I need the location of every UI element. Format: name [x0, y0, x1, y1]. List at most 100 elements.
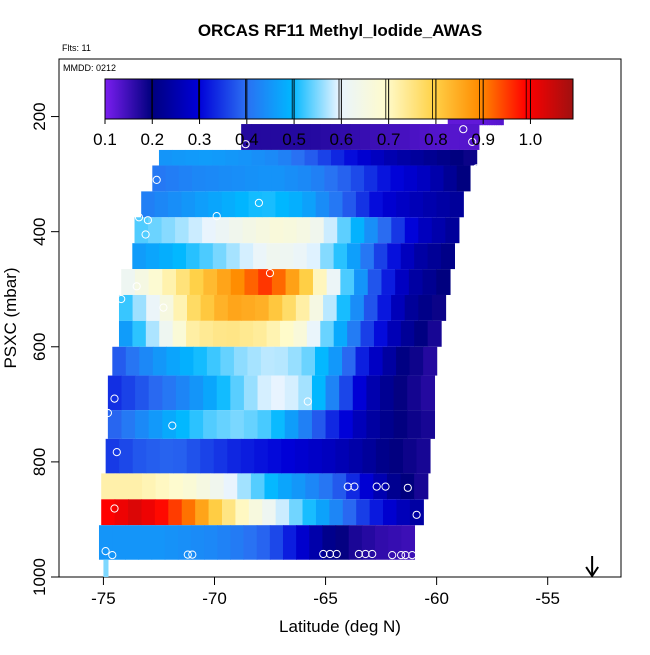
heatmap-cell: [182, 473, 198, 500]
heatmap-cell: [320, 320, 335, 347]
heatmap-cell: [318, 473, 334, 500]
heatmap-cell: [459, 124, 470, 150]
heatmap-cell: [362, 438, 377, 474]
heatmap-cell: [350, 165, 365, 192]
heatmap-cell: [414, 243, 429, 270]
heatmap-cell: [211, 149, 226, 166]
heatmap-cell: [361, 525, 376, 560]
heatmap-cell: [166, 346, 181, 376]
heatmap-cell: [463, 149, 478, 166]
heatmap-cell: [181, 191, 196, 218]
heatmap-cell: [347, 243, 362, 270]
heatmap-cell: [142, 473, 157, 500]
heatmap-cell: [208, 191, 223, 218]
x-tick-label: -65: [313, 589, 338, 608]
heatmap-cell: [439, 124, 450, 150]
heatmap-cell: [330, 124, 341, 150]
heatmap-cell: [262, 499, 277, 526]
heatmap-cell: [260, 124, 272, 150]
heatmap-cell: [323, 294, 338, 321]
heatmap-cell: [242, 217, 257, 244]
heatmap-cell: [168, 191, 183, 218]
heatmap-cell: [300, 124, 312, 150]
heatmap-cell: [431, 217, 446, 244]
heatmap-cell: [333, 243, 348, 270]
heatmap-cell: [323, 217, 338, 244]
heatmap-cell: [248, 499, 263, 526]
heatmap-cell: [269, 217, 284, 244]
heatmap-cell: [258, 269, 273, 295]
heatmap-cell: [125, 525, 140, 560]
heatmap-cell: [410, 149, 425, 166]
sample-marker: [477, 185, 486, 194]
heatmap-cell: [298, 375, 313, 411]
heatmap-cell: [427, 320, 442, 347]
heatmap-cell: [418, 294, 433, 321]
heatmap-cell: [164, 525, 179, 560]
heatmap-cell: [146, 438, 161, 474]
heatmap-cell: [379, 410, 395, 439]
heatmap-cell: [264, 149, 279, 166]
heatmap-cell: [342, 346, 357, 376]
heatmap-cell: [309, 294, 324, 321]
sample-marker: [112, 448, 121, 457]
heatmap-cell: [284, 410, 299, 439]
colorbar-tick-label: 0.1: [93, 130, 117, 149]
heatmap-cell: [352, 410, 367, 439]
heatmap-cell: [282, 525, 297, 560]
heatmap-cell: [128, 499, 143, 526]
heatmap-cell: [296, 217, 311, 244]
heatmap-cell: [386, 473, 402, 500]
heatmap-cell: [311, 165, 325, 192]
heatmap-cell: [204, 525, 218, 560]
sample-marker: [241, 140, 250, 149]
heatmap-cell: [409, 346, 424, 376]
sample-marker: [168, 421, 177, 430]
heatmap-cell: [285, 269, 300, 295]
heatmap-cell: [148, 375, 163, 411]
heatmap-cell: [317, 149, 332, 166]
heatmap-cell: [369, 191, 384, 218]
sample-marker: [381, 482, 390, 491]
heatmap-cell: [271, 269, 287, 295]
heatmap-cell: [256, 525, 271, 560]
heatmap-cell: [409, 499, 424, 526]
heatmap-cell: [329, 499, 344, 526]
sample-marker: [350, 482, 359, 491]
heatmap-cell: [288, 191, 303, 218]
heatmap-cell: [373, 243, 388, 270]
heatmap-cell: [186, 320, 201, 347]
heatmap-cell: [230, 525, 245, 560]
heatmap-cell: [158, 149, 173, 166]
heatmap-cell: [396, 499, 411, 526]
heatmap-cell: [311, 410, 327, 439]
heatmap-cell: [335, 438, 350, 474]
heatmap-cell: [291, 149, 306, 166]
heatmap-cell: [336, 294, 351, 321]
heatmap-cell: [274, 346, 289, 376]
heatmap-cell: [393, 375, 408, 411]
heatmap-cell: [189, 375, 204, 411]
heatmap-cell: [125, 346, 140, 376]
heatmap-cell: [395, 269, 410, 295]
heatmap-cell: [304, 149, 319, 166]
heatmap-cell: [414, 473, 429, 500]
heatmap-cell: [241, 124, 252, 150]
heatmap-cell: [231, 165, 246, 192]
heatmap-cell: [278, 473, 293, 500]
heatmap-cell: [355, 191, 370, 218]
heatmap-cell: [308, 438, 323, 474]
heatmap-cell: [315, 499, 330, 526]
heatmap-cell: [281, 438, 296, 474]
heatmap-cell: [152, 165, 167, 192]
heatmap-cell: [212, 243, 227, 270]
heatmap-cell: [443, 165, 458, 192]
heatmap-cell: [339, 375, 354, 411]
heatmap-cell: [283, 217, 298, 244]
heatmap-cell: [199, 320, 214, 347]
sample-marker: [459, 125, 468, 134]
heatmap-cell: [257, 375, 272, 411]
heatmap-cell: [159, 438, 174, 474]
heatmap-cell: [226, 320, 241, 347]
heatmap-cell: [419, 124, 430, 150]
